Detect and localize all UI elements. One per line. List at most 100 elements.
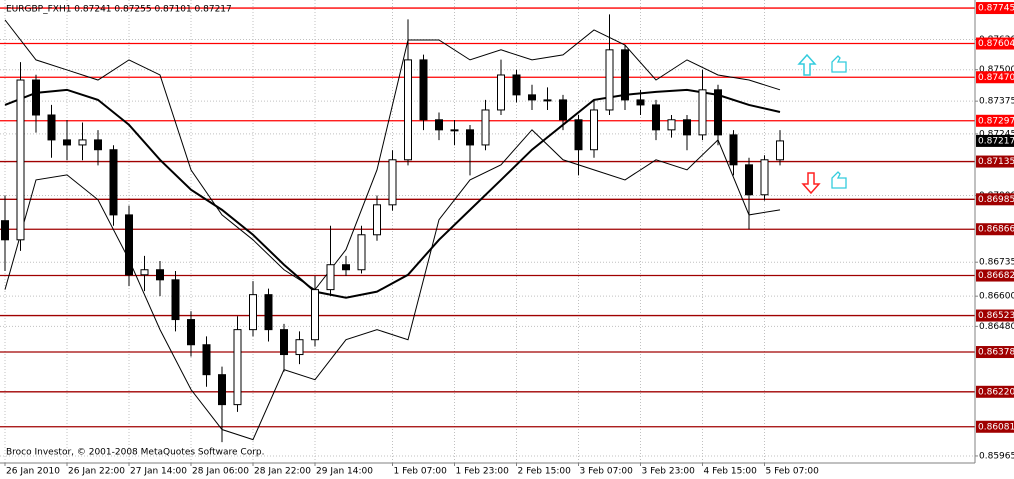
candle-body — [218, 374, 226, 406]
x-tick-label: 27 Jan 14:00 — [130, 467, 187, 477]
candle-body — [140, 269, 149, 276]
level-label: 0.86985 — [978, 195, 1014, 205]
x-tick-label: 1 Feb 07:00 — [394, 467, 448, 477]
candle-body — [16, 79, 25, 241]
candle-body — [714, 89, 722, 136]
y-tick-label: 0.87375 — [979, 97, 1014, 107]
candle-body — [512, 74, 521, 96]
x-tick-label: 1 Feb 23:00 — [456, 467, 510, 477]
indicator-line — [4, 129, 781, 441]
x-tick-label: 28 Jan 22:00 — [254, 467, 311, 477]
x-tick-label: 29 Jan 14:00 — [316, 467, 373, 477]
level-label: 0.86378 — [978, 348, 1014, 358]
y-tick-label: 0.86600 — [979, 292, 1014, 302]
candle-body — [559, 99, 567, 121]
candle-body — [202, 344, 211, 376]
levels — [0, 7, 975, 428]
level-label: 0.86866 — [978, 225, 1014, 235]
level-label-box — [976, 155, 1014, 168]
chart-title: EURGBP_FXH1 0.87241 0.87255 0.87101 0.87… — [6, 5, 232, 15]
level-label: 0.87604 — [978, 39, 1014, 49]
level-label: 0.86081 — [978, 422, 1014, 432]
level-label: 0.87470 — [978, 73, 1014, 83]
candle-body — [373, 204, 381, 236]
x-tick-label: 28 Jan 06:00 — [192, 467, 249, 477]
candle-body — [342, 264, 350, 271]
current-price-box — [976, 134, 1014, 147]
candle-body — [543, 99, 552, 102]
candle-body — [109, 149, 118, 216]
indicators — [4, 19, 781, 441]
x-tick-label: 2 Feb 15:00 — [518, 467, 572, 477]
candle-body — [574, 119, 583, 151]
candle-body — [233, 329, 242, 406]
thumb-icon — [831, 171, 847, 189]
candle-body — [388, 159, 397, 206]
level-label: 0.86682 — [978, 271, 1014, 281]
up-arrow-icon — [797, 53, 817, 76]
candle-body — [497, 74, 505, 111]
y-tick-label: 0.86735 — [979, 258, 1014, 268]
candle-body — [94, 139, 102, 151]
annotation: Broco Investor, © 2001-2008 MetaQuotes S… — [6, 448, 265, 458]
candle-body — [528, 94, 536, 101]
level-label: 0.87745 — [978, 4, 1014, 14]
candle-body — [357, 234, 366, 271]
level-label-box — [976, 114, 1014, 127]
candle-body — [156, 269, 164, 281]
candle-body — [621, 49, 629, 101]
level-label-box — [976, 193, 1014, 206]
x-tick-label: 3 Feb 23:00 — [642, 467, 696, 477]
level-label-box — [976, 420, 1014, 433]
candles — [1, 14, 784, 443]
candle-body — [636, 99, 645, 106]
y-tick-label: 0.85965 — [979, 451, 1014, 461]
candle-body — [450, 129, 459, 132]
candle-body — [729, 134, 738, 166]
level-label-box — [976, 346, 1014, 359]
candle-body — [605, 49, 614, 111]
candle-body — [171, 279, 180, 321]
level-label-box — [976, 269, 1014, 282]
candle-body — [1, 220, 9, 241]
level-label-box — [976, 37, 1014, 50]
candle-body — [187, 319, 195, 346]
current-price-label: 0.87217 — [978, 136, 1014, 146]
level-label-box — [976, 309, 1014, 322]
candle-body — [125, 214, 133, 276]
candle-body — [404, 59, 412, 161]
candle-body — [698, 89, 707, 136]
level-label-box — [976, 385, 1014, 398]
candle-body — [652, 104, 660, 131]
x-tick-label: 26 Jan 2010 — [6, 467, 60, 477]
candle-body — [280, 329, 288, 356]
level-label-box — [976, 2, 1014, 15]
candle-body — [32, 79, 40, 116]
candle-body — [435, 119, 443, 131]
candle-body — [326, 264, 335, 291]
candle-body — [47, 114, 56, 141]
candle-body — [590, 109, 598, 151]
candle-body — [295, 339, 304, 356]
candle-body — [776, 140, 784, 161]
candle-body — [249, 294, 257, 331]
candle-body — [63, 139, 71, 146]
y-tick-label: 0.86480 — [979, 322, 1014, 332]
candle-body — [264, 294, 273, 331]
x-tick-label: 5 Feb 07:00 — [766, 467, 820, 477]
level-label-box — [976, 223, 1014, 236]
candle-body — [466, 129, 474, 146]
y-tick-label: 0.87245 — [979, 129, 1014, 139]
indicator-line — [4, 88, 781, 299]
indicator-line — [4, 19, 781, 291]
level-label: 0.87297 — [978, 116, 1014, 126]
level-label-box — [976, 71, 1014, 84]
candle-body — [745, 164, 753, 196]
y-tick-label: 0.87500 — [979, 65, 1014, 75]
candle-body — [760, 159, 769, 196]
level-label: 0.86523 — [978, 311, 1014, 321]
